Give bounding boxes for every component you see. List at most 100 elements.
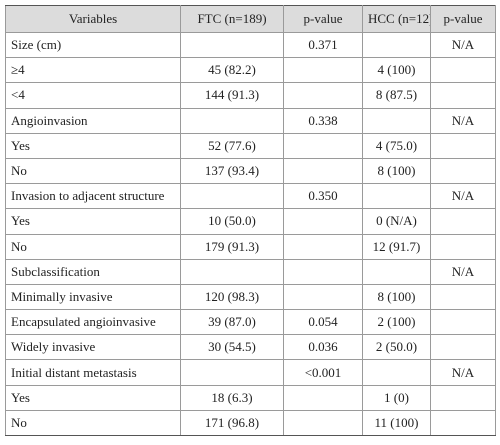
column-header: p-value xyxy=(283,5,363,33)
table-cell: 137 (93.4) xyxy=(180,157,284,185)
column-header: HCC (n=12) xyxy=(362,5,431,33)
row-label: Widely invasive xyxy=(5,334,181,361)
table-cell: 0.036 xyxy=(283,334,363,361)
table-cell: 10 (50.0) xyxy=(180,208,284,235)
table-header: Variables FTC (n=189) p-value HCC (n=12) p-v… xyxy=(5,5,496,33)
table-cell xyxy=(430,283,496,311)
table-cell: 171 (96.8) xyxy=(180,409,284,437)
row-label: ≥4 xyxy=(5,57,181,84)
table-cell: 144 (91.3) xyxy=(180,82,284,109)
table-cell: N/A xyxy=(430,107,496,134)
table-row: No 179 (91.3) 12 (91.7) xyxy=(5,233,496,260)
table-cell: 11 (100) xyxy=(362,409,431,437)
table-cell: N/A xyxy=(430,31,496,59)
table-cell: 0.338 xyxy=(283,107,363,134)
table-cell xyxy=(430,132,496,159)
table-cell xyxy=(362,107,431,134)
table-cell: 4 (100) xyxy=(362,57,431,84)
table-body: Size (cm) 0.371 N/A ≥4 45 (82.2) 4 (100) <4 144… xyxy=(5,31,496,437)
column-header: FTC (n=189) xyxy=(180,5,284,33)
row-label: No xyxy=(5,409,181,437)
table-cell: <0.001 xyxy=(283,359,363,386)
table-cell xyxy=(430,309,496,336)
table-cell: 0.350 xyxy=(283,183,363,210)
row-label: Encapsulated angioinvasive xyxy=(5,309,181,336)
row-label: Initial distant metastasis xyxy=(5,359,181,386)
table-cell: 8 (100) xyxy=(362,283,431,311)
table-row: Widely invasive 30 (54.5) 0.036 2 (50.0) xyxy=(5,334,496,361)
table-row: Initial distant metastasis <0.001 N/A xyxy=(5,359,496,386)
table-cell xyxy=(430,57,496,84)
table-cell xyxy=(180,258,284,285)
table-row: No 137 (93.4) 8 (100) xyxy=(5,157,496,185)
table-cell xyxy=(283,384,363,411)
table-cell xyxy=(430,233,496,260)
table-row: Minimally invasive 120 (98.3) 8 (100) xyxy=(5,283,496,311)
table-cell: 1 (0) xyxy=(362,384,431,411)
table-cell: N/A xyxy=(430,183,496,210)
header-row: Variables FTC (n=189) p-value HCC (n=12) p-v… xyxy=(5,5,496,33)
table-cell: 39 (87.0) xyxy=(180,309,284,336)
table-row: No 171 (96.8) 11 (100) xyxy=(5,409,496,437)
table-row: Subclassification N/A xyxy=(5,258,496,285)
table-cell: 18 (6.3) xyxy=(180,384,284,411)
table-cell xyxy=(283,157,363,185)
table-cell: 12 (91.7) xyxy=(362,233,431,260)
row-label: Yes xyxy=(5,208,181,235)
table-row: ≥4 45 (82.2) 4 (100) xyxy=(5,57,496,84)
table-cell: 0.371 xyxy=(283,31,363,59)
table-cell xyxy=(283,208,363,235)
table-cell xyxy=(430,82,496,109)
row-label: Invasion to adjacent structure xyxy=(5,183,181,210)
row-label: <4 xyxy=(5,82,181,109)
table-cell xyxy=(362,359,431,386)
row-label: Angioinvasion xyxy=(5,107,181,134)
data-table: Variables FTC (n=189) p-value HCC (n=12) p-v… xyxy=(5,5,496,437)
row-label: Yes xyxy=(5,384,181,411)
table-cell xyxy=(283,409,363,437)
column-header: p-value xyxy=(430,5,496,33)
table-cell: 4 (75.0) xyxy=(362,132,431,159)
table-row: Size (cm) 0.371 N/A xyxy=(5,31,496,59)
table-cell xyxy=(283,82,363,109)
table-row: Yes 52 (77.6) 4 (75.0) xyxy=(5,132,496,159)
table-cell xyxy=(283,283,363,311)
table-cell xyxy=(180,359,284,386)
table-cell xyxy=(180,107,284,134)
row-label: Minimally invasive xyxy=(5,283,181,311)
table-cell xyxy=(283,57,363,84)
row-label: Yes xyxy=(5,132,181,159)
table-cell: 45 (82.2) xyxy=(180,57,284,84)
table-cell: 120 (98.3) xyxy=(180,283,284,311)
table-cell xyxy=(180,183,284,210)
table-cell: 2 (100) xyxy=(362,309,431,336)
table-row: Yes 18 (6.3) 1 (0) xyxy=(5,384,496,411)
table-cell: 8 (87.5) xyxy=(362,82,431,109)
table-row: <4 144 (91.3) 8 (87.5) xyxy=(5,82,496,109)
table-cell: 0 (N/A) xyxy=(362,208,431,235)
table-row: Yes 10 (50.0) 0 (N/A) xyxy=(5,208,496,235)
table-cell xyxy=(430,384,496,411)
row-label: Size (cm) xyxy=(5,31,181,59)
table-cell: 30 (54.5) xyxy=(180,334,284,361)
table-cell xyxy=(362,258,431,285)
table-cell xyxy=(283,258,363,285)
table-row: Invasion to adjacent structure 0.350 N/A xyxy=(5,183,496,210)
table-cell: 52 (77.6) xyxy=(180,132,284,159)
table-cell: 179 (91.3) xyxy=(180,233,284,260)
row-label: No xyxy=(5,157,181,185)
table-cell: 0.054 xyxy=(283,309,363,336)
table-cell xyxy=(180,31,284,59)
row-label: Subclassification xyxy=(5,258,181,285)
table-cell: 2 (50.0) xyxy=(362,334,431,361)
table-cell: 8 (100) xyxy=(362,157,431,185)
table-cell xyxy=(362,183,431,210)
table-row: Encapsulated angioinvasive 39 (87.0) 0.054… xyxy=(5,309,496,336)
table-cell xyxy=(430,334,496,361)
table-cell xyxy=(430,157,496,185)
table-cell xyxy=(362,31,431,59)
table-cell xyxy=(430,409,496,437)
table-cell xyxy=(283,132,363,159)
column-header: Variables xyxy=(5,5,181,33)
